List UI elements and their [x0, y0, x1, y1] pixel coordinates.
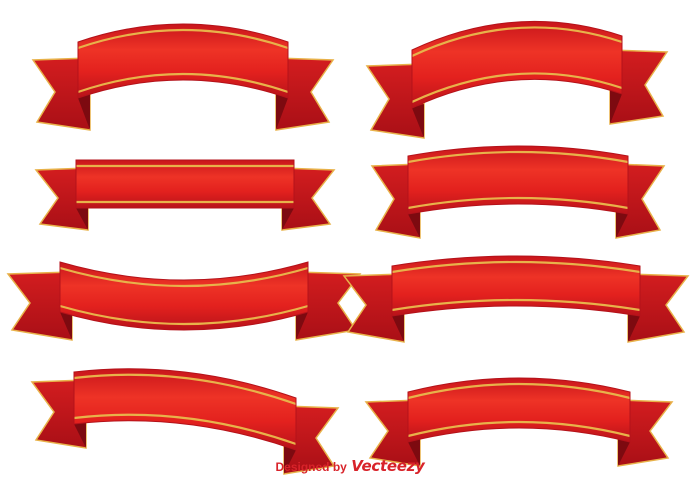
ribbon-edge: [411, 20, 623, 109]
ribbon-trim-bottom: [407, 420, 631, 438]
ribbon-trim-bottom: [73, 413, 297, 446]
ribbon-band: [78, 24, 288, 98]
ribbon-trim-top: [407, 382, 631, 400]
ribbon-straight-left: [34, 159, 336, 231]
ribbon-trim-bottom: [77, 72, 289, 94]
ribbon-trim-top: [411, 26, 623, 57]
ribbon-fold-right: [276, 94, 288, 130]
ribbon-trim-bottom: [407, 196, 629, 210]
ribbon-trim-bottom: [411, 72, 623, 103]
ribbon-trim-bottom: [59, 304, 309, 326]
ribbon-trim-top: [77, 28, 289, 50]
ribbon-edge: [407, 377, 631, 443]
ribbon-edge: [77, 23, 289, 99]
ribbon-edge: [75, 159, 295, 209]
ribbon-edge: [73, 368, 297, 451]
ribbon-edge: [407, 145, 629, 215]
ribbon-wave-bottom-right: [364, 377, 674, 467]
ribbon-wave-top-right: [365, 20, 669, 139]
ribbon-arch-top-left: [31, 23, 335, 131]
ribbon-band: [392, 256, 640, 316]
ribbon-fold-left: [76, 204, 88, 230]
ribbon-edge: [59, 261, 309, 331]
ribbon-fold-left: [60, 308, 72, 340]
ribbon-fold-right: [610, 90, 622, 124]
vecteezy-logo: Vecteezy: [351, 457, 425, 475]
ribbon-fold-left: [392, 312, 404, 342]
ribbon-fold-left: [408, 210, 420, 238]
ribbon-band: [412, 21, 622, 108]
ribbon-bulge-right: [370, 145, 666, 239]
ribbon-band: [74, 368, 296, 450]
ribbon-fold-right: [284, 446, 296, 474]
ribbon-fold-left: [74, 420, 86, 448]
ribbon-fold-right: [618, 438, 630, 466]
ribbon-trim-top: [407, 150, 629, 164]
ribbon-fold-right: [616, 210, 628, 238]
ribbon-fold-left: [412, 104, 424, 138]
ribbon-fold-right: [296, 308, 308, 340]
ribbon-smile-left: [6, 261, 362, 341]
ribbon-band: [408, 378, 630, 442]
ribbon-wave-bottom-left: [30, 368, 340, 475]
ribbon-fold-right: [628, 312, 640, 342]
ribbon-trim-top: [73, 373, 297, 406]
ribbon-band: [60, 262, 308, 330]
ribbon-band: [408, 146, 628, 214]
ribbon-band: [76, 160, 294, 208]
ribbon-trim-top: [391, 260, 641, 274]
ribbon-edge: [391, 255, 641, 317]
credit-prefix: Designed by: [275, 460, 347, 474]
ribbon-smile-right: [342, 255, 690, 343]
ribbon-fold-left: [408, 438, 420, 466]
designer-credit: Designed by Vecteezy: [0, 457, 700, 476]
ribbon-trim-top: [59, 266, 309, 288]
ribbon-fold-left: [78, 94, 90, 130]
ribbon-trim-bottom: [391, 298, 641, 312]
ribbon-fold-right: [282, 204, 294, 230]
